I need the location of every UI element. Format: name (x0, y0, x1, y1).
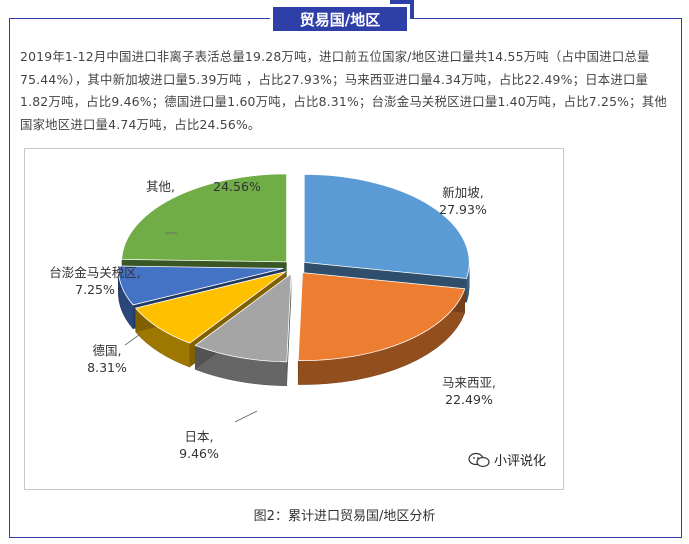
slice-label: 其他, (146, 179, 175, 194)
pie-slice (117, 265, 284, 306)
pie-labels: 新加坡, 27.93% 马来西亚, 22.49% 日本, 9.46% 德国, 8.31% 台澎金… (49, 179, 496, 461)
leader-line (124, 334, 140, 346)
pie-chart: 新加坡, 27.93% 马来西亚, 22.49% 日本, 9.46% 德国, 8.31% 台澎金… (49, 173, 496, 461)
watermark-text: 小评说化 (494, 454, 547, 469)
slice-percent-label: 22.49% (445, 392, 493, 407)
slice-percent-label: 8.31% (87, 360, 127, 375)
slice-percent-label: 27.93% (439, 202, 487, 217)
wechat-icon (468, 452, 490, 467)
section-tag: 贸易国/地区 (270, 0, 414, 38)
figure-caption: 图2：累计进口贸易国/地区分析 (253, 509, 436, 524)
slice-percent-label: 24.56% (213, 179, 261, 194)
slice-percent-label: 9.46% (179, 446, 219, 461)
slice-label: 日本, (185, 429, 214, 444)
pie-slice (134, 271, 286, 344)
slice-label: 德国, (93, 343, 122, 358)
pie-chart-panel: 新加坡, 27.93% 马来西亚, 22.49% 日本, 9.46% 德国, 8.31% 台澎金… (24, 148, 564, 490)
pie-slice (303, 173, 470, 279)
watermark: 小评说化 (468, 450, 546, 469)
slice-percent-label: 7.25% (75, 282, 115, 297)
section-title: 贸易国/地区 (270, 4, 410, 34)
pie-slice (194, 272, 292, 363)
slice-label: 台澎金马关税区, (49, 265, 140, 280)
slice-label: 马来西亚, (442, 375, 496, 390)
summary-paragraph: 2019年1-12月中国进口非离子表活总量19.28万吨，进口前五位国家/地区进… (20, 49, 667, 132)
pie-slice (297, 272, 466, 361)
slice-label: 新加坡, (442, 185, 483, 200)
pie-slice (121, 173, 288, 263)
pie-tops (117, 173, 470, 363)
leader-line (234, 410, 258, 423)
